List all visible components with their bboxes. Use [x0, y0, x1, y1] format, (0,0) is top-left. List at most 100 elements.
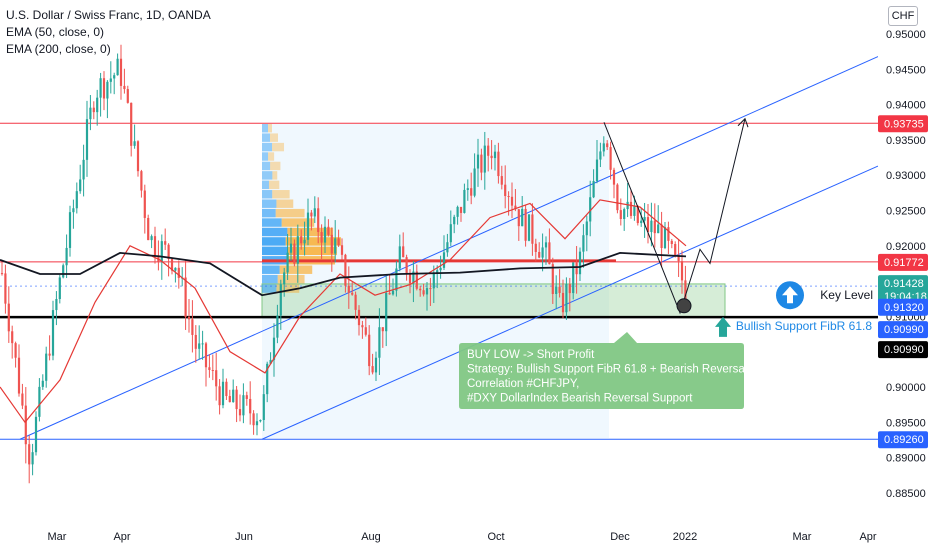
candle-body [228, 396, 231, 403]
candle-body [419, 288, 422, 291]
volume-bar-up [262, 161, 271, 171]
volume-bar-down [276, 284, 300, 293]
candle-body [473, 168, 476, 196]
candle-body [602, 143, 605, 152]
candle-body [650, 220, 653, 233]
candle-body [493, 151, 497, 159]
candle-body [327, 226, 330, 235]
current-price-tag [878, 275, 928, 306]
volume-bar-down [285, 237, 341, 246]
candle-body [612, 169, 616, 185]
candle-body [337, 238, 340, 246]
candle-body [517, 209, 520, 227]
time-tick-label: Mar [793, 531, 812, 543]
price-tags: 0.937350.917720.9142819:04:180.913200.90… [878, 115, 928, 449]
channel-upper-line [19, 56, 879, 440]
candle-body [629, 201, 633, 216]
candle-body [640, 220, 643, 224]
candle-body [157, 255, 160, 262]
candle-body [106, 81, 109, 99]
candle-body [238, 409, 242, 416]
support-zone [261, 283, 726, 318]
candle-body [187, 316, 191, 320]
volume-bar-up [262, 171, 273, 180]
candle-body [487, 145, 490, 156]
price-axis[interactable]: 0.95000 0.94500 0.94000 0.93500 0.93000 0.925… [878, 0, 932, 550]
candle-body [48, 353, 51, 356]
candle-body [572, 262, 575, 294]
candle-body [364, 327, 367, 335]
volume-bar-up [262, 218, 282, 227]
volume-profile [262, 124, 341, 293]
volume-bar-down [272, 190, 290, 199]
reversal-marker [676, 298, 692, 314]
callout-text: #DXY DollarIndex Bearish Reversal Suppor… [467, 393, 693, 405]
candle-body [204, 343, 208, 368]
candle-body [225, 381, 228, 397]
candle-body [65, 247, 68, 266]
price-tick-label: 0.94000 [886, 100, 926, 112]
candle-body [592, 181, 595, 198]
candle-body [150, 236, 153, 241]
currency-label[interactable]: CHF [888, 6, 918, 26]
channel-low-tag-text: 0.89260 [884, 434, 924, 446]
symbol-title[interactable]: U.S. Dollar / Swiss Franc, 1D, OANDA [6, 8, 211, 22]
mid-line-tag [878, 253, 928, 271]
time-tick-label: 2022 [673, 531, 697, 543]
candle-body [320, 232, 323, 243]
volume-bar-down [272, 171, 278, 180]
candle-body [0, 273, 4, 275]
candle-body [402, 246, 405, 258]
candle-body [109, 78, 112, 82]
fib-support-label: Bullish Support FibR 61.8 [736, 319, 872, 333]
candle-body [453, 216, 456, 225]
candle-body [252, 413, 255, 426]
candle-body [313, 208, 316, 217]
callout-text: BUY LOW -> Short Profit [467, 349, 595, 361]
volume-bar-up [262, 227, 288, 237]
candle-body [266, 363, 269, 395]
price-tick-label: 0.92500 [886, 206, 926, 218]
candle-body [14, 343, 17, 358]
candle-body [289, 243, 293, 253]
volume-bar-down [268, 180, 280, 190]
candle-body [72, 208, 75, 213]
candle-body [388, 292, 391, 295]
candle-body [170, 258, 174, 271]
price-tick-label: 0.89000 [886, 453, 926, 465]
candle-body [578, 251, 582, 275]
candle-body [201, 343, 204, 345]
volume-bar-down [270, 161, 281, 171]
time-tick-label: Dec [610, 531, 630, 543]
candle-body [306, 212, 310, 240]
time-axis[interactable]: Mar Apr Jun Aug Oct Dec 2022 Mar Apr [48, 531, 877, 543]
candle-body [68, 212, 72, 248]
candle-body [439, 267, 442, 271]
candle-body [184, 277, 187, 317]
candle-body [160, 241, 163, 262]
candle-body [232, 389, 235, 403]
volume-bar-up [262, 190, 273, 199]
volume-bar-up [262, 237, 286, 246]
candle-body [575, 262, 578, 275]
current-price-tag-text: 0.91428 [884, 278, 924, 290]
candle-body [79, 179, 82, 192]
candle-body [218, 386, 221, 406]
candle-body [674, 244, 677, 256]
time-tick-label: Jun [235, 531, 253, 543]
ema50-legend[interactable]: EMA (50, close, 0) [6, 25, 105, 39]
candle-body [565, 284, 568, 313]
candle-body [347, 285, 350, 293]
candle-body [75, 191, 78, 209]
candle-body [405, 257, 408, 275]
ema200-legend[interactable]: EMA (200, close, 0) [6, 42, 111, 56]
candle-body [51, 310, 55, 356]
candle-body [283, 272, 286, 285]
volume-bar-up [262, 142, 273, 152]
candle-body [286, 252, 289, 273]
candle-body [381, 327, 384, 332]
key-level-black-tag [878, 341, 928, 359]
price-tick-label: 0.94500 [886, 64, 926, 76]
time-tick-label: Apr [113, 531, 130, 543]
